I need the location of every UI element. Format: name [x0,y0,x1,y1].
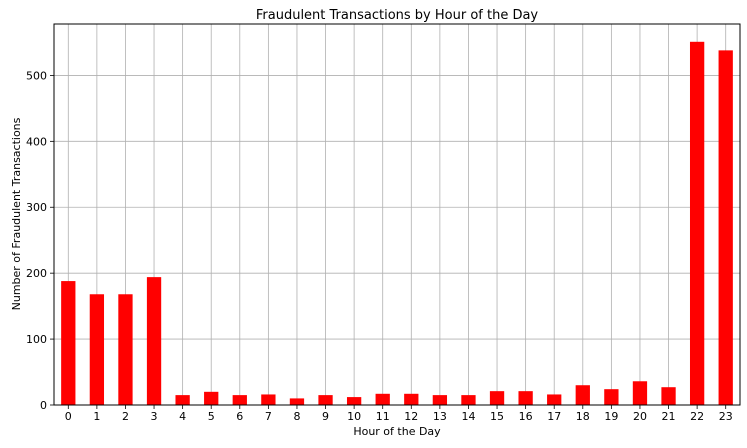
bar-hour-18 [575,385,590,405]
x-tick-label: 16 [519,410,533,423]
y-tick-label: 200 [26,267,47,280]
bar-hour-20 [632,381,648,405]
bar-hour-15 [489,391,505,405]
x-tick-label: 5 [208,410,215,423]
bar-hour-14 [461,395,476,405]
bar-hour-5 [204,391,219,405]
bar-hour-19 [604,389,619,405]
x-tick-label: 13 [433,410,447,423]
plot-frame [53,23,741,406]
x-axis: 0 1 2 3 4 5 6 7 8 9 10 11 12 13 14 15 16 17 18 19 20 21 22 23 [65,405,733,423]
bar-hour-10 [346,397,362,405]
x-tick-label: 23 [719,410,733,423]
x-tick-label: 18 [576,410,590,423]
x-tick-label: 8 [293,410,300,423]
x-tick-label: 17 [547,410,561,423]
bar-hour-9 [318,395,333,405]
bar-hour-22 [689,41,705,405]
x-tick-label: 11 [376,410,390,423]
x-tick-label: 0 [65,410,72,423]
x-tick-label: 10 [347,410,361,423]
x-tick-label: 2 [122,410,129,423]
x-tick-label: 9 [322,410,329,423]
bar-hour-21 [661,387,676,405]
y-tick-label: 400 [26,135,47,148]
bar-hour-13 [432,395,448,405]
x-tick-label: 20 [633,410,647,423]
bar-hour-11 [375,393,390,405]
y-tick-label: 100 [26,333,47,346]
y-tick-label: 0 [40,399,47,412]
y-tick-label: 500 [26,69,47,82]
bar-hour-12 [404,393,419,405]
x-tick-label: 14 [461,410,475,423]
x-tick-label: 1 [93,410,100,423]
y-axis: 0 100 200 300 400 500 [26,69,54,412]
bar-hour-4 [175,395,190,405]
y-axis-label: Number of Fraudulent Transactions [10,117,23,310]
bar-hour-3 [146,277,162,405]
bar-hour-7 [261,394,276,405]
bar-hour-23 [718,50,733,405]
bar-hour-17 [547,394,562,405]
bar-hour-1 [89,294,105,405]
bars [61,41,733,405]
x-tick-label: 15 [490,410,504,423]
x-tick-label: 22 [690,410,704,423]
bar-hour-8 [289,398,305,405]
bar-hour-0 [61,281,76,405]
x-axis-label: Hour of the Day [353,425,441,438]
x-tick-label: 12 [404,410,418,423]
x-tick-label: 21 [662,410,676,423]
chart-title: Fraudulent Transactions by Hour of the D… [256,8,539,23]
y-tick-label: 300 [26,201,47,214]
x-tick-label: 4 [179,410,186,423]
bar-hour-6 [232,395,247,405]
x-tick-label: 3 [151,410,158,423]
x-tick-label: 7 [265,410,272,423]
bar-hour-16 [518,391,533,405]
x-tick-label: 19 [604,410,618,423]
x-tick-label: 6 [236,410,243,423]
bar-hour-2 [118,294,133,405]
